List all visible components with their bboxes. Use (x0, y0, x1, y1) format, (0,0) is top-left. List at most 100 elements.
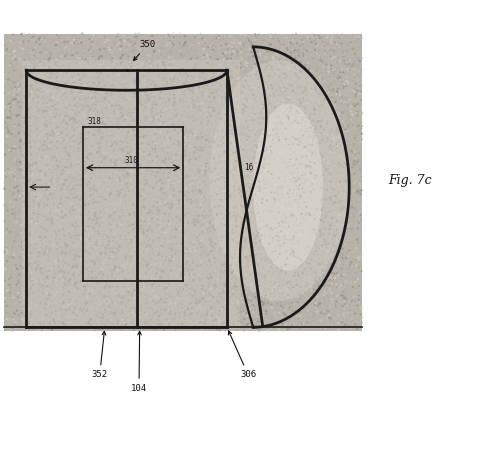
Point (303, 82, 310, 89)
Point (272, 97, 280, 104)
Point (102, 67, 110, 74)
Point (336, 128, 344, 135)
Point (45, 257, 53, 264)
Point (192, 137, 200, 144)
Point (82, 154, 90, 161)
Point (52, 166, 60, 173)
Point (297, 255, 305, 263)
Point (148, 32, 156, 40)
Point (41, 84, 49, 92)
Point (258, 161, 266, 168)
Point (254, 92, 262, 99)
Point (118, 39, 125, 46)
Point (19, 269, 27, 276)
Point (201, 36, 209, 43)
Point (117, 146, 124, 154)
Point (91, 120, 99, 128)
Point (114, 198, 122, 205)
Point (343, 48, 351, 55)
Point (58, 136, 65, 143)
Point (123, 143, 131, 150)
Point (164, 304, 172, 311)
Point (279, 40, 287, 47)
Point (87, 182, 95, 189)
Point (40, 318, 48, 326)
Point (73, 137, 81, 144)
Point (299, 40, 307, 47)
Point (347, 177, 355, 185)
Point (194, 266, 202, 273)
Point (188, 284, 196, 291)
Point (161, 61, 169, 68)
Point (242, 110, 249, 117)
Point (69, 162, 77, 169)
Point (181, 285, 189, 292)
Point (277, 46, 285, 53)
Point (215, 180, 223, 187)
Point (304, 35, 312, 42)
Point (270, 223, 278, 230)
Point (176, 136, 184, 144)
Point (330, 270, 338, 277)
Point (100, 165, 108, 172)
Point (215, 42, 223, 49)
Point (194, 135, 202, 142)
Point (104, 54, 112, 62)
Point (6, 136, 14, 143)
Point (60, 137, 67, 144)
Point (259, 58, 267, 65)
Point (60, 211, 68, 219)
Point (19, 310, 27, 317)
Point (226, 245, 234, 252)
Point (211, 189, 219, 196)
Point (45, 290, 53, 297)
Point (23, 201, 31, 208)
Point (219, 150, 227, 158)
Point (169, 44, 177, 51)
Point (98, 53, 106, 60)
Point (92, 92, 100, 100)
Point (314, 60, 322, 67)
Point (51, 105, 59, 112)
Point (357, 59, 365, 66)
Point (156, 321, 164, 328)
Point (52, 264, 60, 271)
Point (41, 45, 49, 52)
Point (8, 206, 16, 213)
Point (191, 320, 199, 327)
Point (345, 301, 353, 308)
Point (51, 152, 59, 159)
Point (256, 178, 264, 185)
Point (11, 209, 19, 216)
Point (61, 107, 69, 114)
Point (354, 326, 362, 333)
Point (233, 44, 241, 51)
Point (257, 284, 265, 291)
Point (230, 283, 238, 290)
Point (207, 194, 215, 201)
Point (31, 297, 39, 304)
Point (97, 197, 105, 204)
Point (68, 249, 76, 256)
Point (267, 103, 275, 110)
Point (18, 256, 26, 263)
Point (239, 72, 247, 79)
Point (43, 219, 51, 226)
Point (102, 198, 110, 206)
Point (47, 302, 55, 309)
Point (239, 278, 247, 285)
Point (284, 190, 292, 197)
Point (217, 196, 225, 203)
Point (127, 180, 135, 187)
Point (11, 31, 19, 39)
Point (162, 316, 170, 323)
Point (264, 323, 272, 330)
Point (71, 190, 79, 198)
Point (256, 50, 264, 57)
Point (102, 253, 110, 260)
Point (158, 305, 166, 312)
Point (92, 282, 100, 290)
Point (235, 216, 243, 224)
Point (28, 81, 36, 88)
Point (284, 110, 292, 118)
